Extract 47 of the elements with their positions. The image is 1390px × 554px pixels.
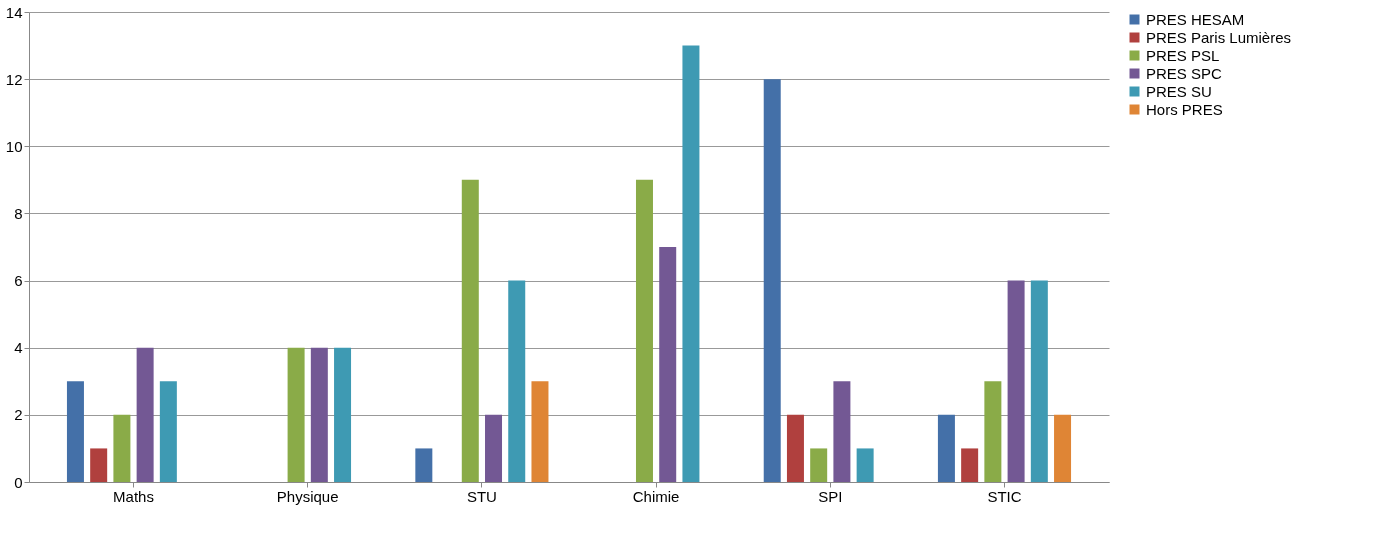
legend-label: Hors PRES [1146, 100, 1223, 118]
bar [287, 347, 305, 482]
bar [682, 45, 700, 482]
y-tick-label: 4 [14, 339, 23, 357]
legend-label: PRES PSL [1146, 46, 1220, 64]
x-tick-label: Maths [113, 487, 154, 505]
bar [113, 414, 131, 482]
bar [833, 381, 851, 482]
x-tick-label: Physique [276, 487, 339, 505]
y-tick-label: 12 [5, 70, 23, 88]
bar [635, 179, 653, 482]
bar [485, 414, 503, 482]
legend-label: PRES SPC [1146, 64, 1223, 82]
bar [961, 448, 979, 482]
y-tick-label: 14 [5, 3, 23, 21]
y-tick-label: 8 [14, 204, 23, 222]
x-tick-label: STU [466, 487, 497, 505]
bar [90, 448, 108, 482]
bar [159, 381, 177, 482]
y-tick-label: 10 [5, 137, 23, 155]
y-tick-label: 6 [14, 272, 23, 290]
legend-label: PRES SU [1146, 82, 1212, 100]
bar [1007, 280, 1025, 482]
legend-label: PRES Paris Lumières [1146, 28, 1292, 46]
bar [508, 280, 526, 482]
bar [810, 448, 828, 482]
bar [763, 79, 781, 482]
x-tick-label: SPI [818, 487, 843, 505]
bar [786, 414, 804, 482]
bar [659, 247, 677, 482]
bar [334, 347, 352, 482]
bar [461, 179, 479, 482]
bar [531, 381, 549, 482]
legend-label: PRES HESAM [1146, 10, 1245, 28]
bar [136, 347, 154, 482]
bar [984, 381, 1002, 482]
x-tick-label: STIC [987, 487, 1022, 505]
bar [415, 448, 433, 482]
y-tick-label: 0 [14, 473, 23, 491]
x-tick-label: Chimie [632, 487, 680, 505]
bar [856, 448, 874, 482]
bar [310, 347, 328, 482]
bar [1030, 280, 1048, 482]
y-tick-label: 2 [14, 406, 23, 424]
bar [937, 414, 955, 482]
bar [66, 381, 84, 482]
bar [1054, 414, 1072, 482]
